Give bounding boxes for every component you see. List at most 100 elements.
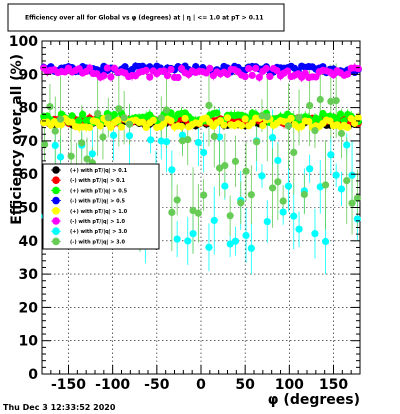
y-tick-label: 40 xyxy=(19,234,39,250)
data-point xyxy=(167,117,175,125)
data-point xyxy=(177,122,186,131)
data-point xyxy=(200,191,208,199)
data-point xyxy=(125,120,134,128)
data-point xyxy=(344,123,352,132)
legend-marker xyxy=(52,217,60,225)
data-point xyxy=(75,116,83,125)
data-point xyxy=(215,133,224,141)
data-point xyxy=(120,114,128,122)
data-point xyxy=(259,122,267,130)
data-point xyxy=(114,116,122,124)
data-point xyxy=(100,71,108,80)
data-point xyxy=(51,141,59,149)
legend-marker xyxy=(52,237,60,246)
data-point xyxy=(189,230,197,238)
y-tick-label: 20 xyxy=(19,300,39,316)
legend-marker xyxy=(52,166,60,174)
data-point xyxy=(173,235,181,243)
data-point xyxy=(273,66,281,75)
data-point xyxy=(284,122,293,130)
data-point xyxy=(139,118,147,126)
data-point xyxy=(321,181,330,189)
x-tick-label: -50 xyxy=(144,377,170,393)
y-tick-label: 30 xyxy=(19,267,39,283)
data-point xyxy=(312,73,320,81)
data-point xyxy=(86,64,94,72)
data-point xyxy=(194,209,202,217)
y-tick-label: 50 xyxy=(19,201,39,217)
data-point xyxy=(194,138,202,147)
data-point xyxy=(354,114,362,122)
data-point xyxy=(255,73,263,81)
legend-marker xyxy=(52,207,60,215)
data-point xyxy=(348,171,356,179)
data-point xyxy=(354,65,362,73)
data-point xyxy=(333,115,341,123)
data-point xyxy=(226,212,234,220)
data-point xyxy=(83,155,91,163)
legend-marker xyxy=(52,186,60,195)
data-point xyxy=(210,216,218,225)
data-point xyxy=(305,117,313,126)
data-point xyxy=(306,165,314,173)
data-point xyxy=(258,172,266,180)
x-tick-label: 100 xyxy=(275,377,304,393)
legend-label: (+) with pT/|q| > 0.5 xyxy=(70,188,128,194)
data-point xyxy=(223,70,232,78)
data-point xyxy=(241,115,249,123)
data-point xyxy=(142,66,150,74)
data-point xyxy=(184,135,192,144)
data-point xyxy=(262,64,270,73)
y-tick-label: 70 xyxy=(19,134,39,150)
data-point xyxy=(336,110,345,118)
legend-label: (+) with pT/|q| > 1.0 xyxy=(70,209,128,215)
data-point xyxy=(268,133,277,142)
data-point xyxy=(167,65,175,73)
data-point xyxy=(274,178,282,186)
data-point xyxy=(146,73,154,81)
data-point xyxy=(231,237,240,245)
data-point xyxy=(332,97,340,105)
legend: (+) with pT/|q| > 0.1 (-) with pT/|q| > 0… xyxy=(42,163,160,250)
data-point xyxy=(162,106,171,114)
data-point xyxy=(107,73,115,81)
data-point xyxy=(237,199,245,207)
data-point xyxy=(210,132,218,140)
data-point xyxy=(104,114,112,122)
data-point xyxy=(245,65,253,73)
data-point xyxy=(351,119,359,127)
data-point xyxy=(253,138,261,146)
data-point xyxy=(327,151,335,159)
data-point xyxy=(311,230,319,238)
series-5 xyxy=(40,64,362,82)
data-point xyxy=(205,243,213,251)
data-point xyxy=(231,157,240,165)
legend-marker xyxy=(52,196,60,205)
x-tick-label: 50 xyxy=(235,377,255,393)
legend-label: (-) with pT/|q| > 0.5 xyxy=(70,199,126,205)
data-point xyxy=(56,153,65,161)
data-point xyxy=(67,152,75,160)
data-point xyxy=(242,231,250,240)
data-point xyxy=(268,184,277,192)
data-point xyxy=(263,217,271,226)
data-point xyxy=(205,101,213,110)
data-point xyxy=(115,105,123,113)
x-tick-label: -150 xyxy=(51,377,86,393)
data-point xyxy=(221,161,229,170)
data-point xyxy=(353,215,361,223)
data-points xyxy=(40,62,362,252)
data-point xyxy=(117,123,126,131)
y-tick-label: 60 xyxy=(19,167,39,183)
data-point xyxy=(248,71,256,79)
data-point xyxy=(321,237,330,246)
chart-title: Efficiency over all for Global vs φ (deg… xyxy=(25,15,264,22)
data-point xyxy=(200,148,208,157)
data-point xyxy=(252,64,260,72)
data-point xyxy=(184,237,192,245)
data-point xyxy=(311,126,319,135)
data-point xyxy=(99,133,107,141)
data-point xyxy=(241,72,249,81)
data-point xyxy=(306,101,314,110)
data-point xyxy=(295,113,303,122)
